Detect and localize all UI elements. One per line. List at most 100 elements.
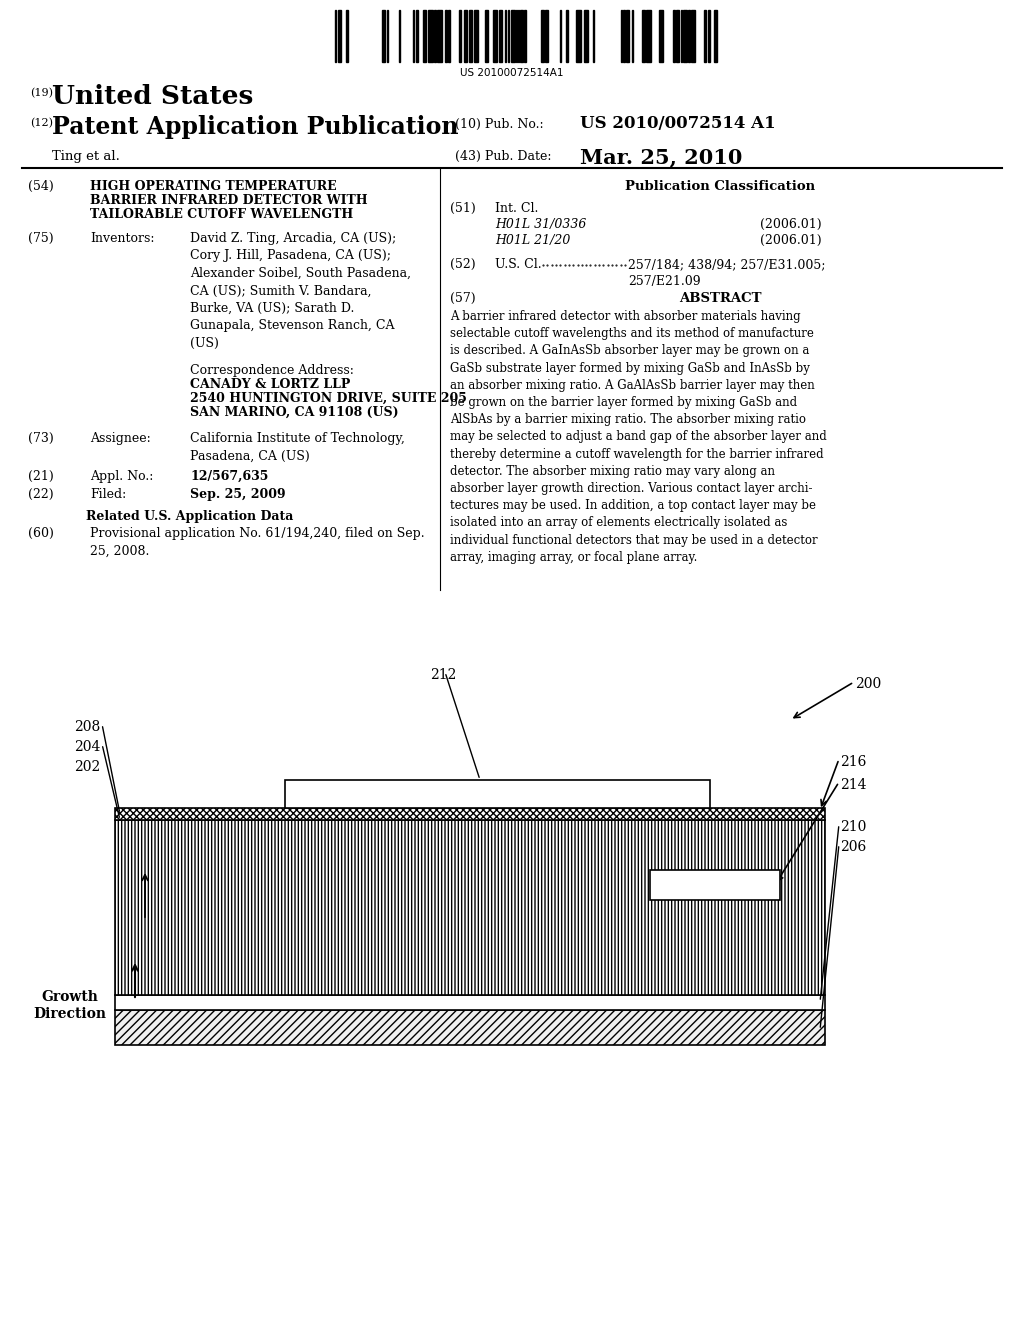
Text: (10) Pub. No.:: (10) Pub. No.: xyxy=(455,117,544,131)
Text: United States: United States xyxy=(52,84,253,110)
Text: 257/184; 438/94; 257/E31.005;
257/E21.09: 257/184; 438/94; 257/E31.005; 257/E21.09 xyxy=(628,257,825,289)
Bar xyxy=(708,11,710,62)
Text: (12): (12) xyxy=(30,117,53,128)
Bar xyxy=(566,11,568,62)
Text: Correspondence Address:: Correspondence Address: xyxy=(190,364,354,378)
Bar xyxy=(416,11,418,62)
Text: H01L 21/20: H01L 21/20 xyxy=(495,234,570,247)
Text: SAN MARINO, CA 91108 (US): SAN MARINO, CA 91108 (US) xyxy=(190,407,398,418)
Bar xyxy=(511,11,515,62)
Text: Related U.S. Application Data: Related U.S. Application Data xyxy=(86,510,294,523)
Text: ABSTRACT: ABSTRACT xyxy=(679,292,761,305)
Text: (51): (51) xyxy=(450,202,476,215)
Bar xyxy=(691,11,695,62)
Bar xyxy=(623,11,625,62)
Bar xyxy=(115,820,825,995)
Text: Provisional application No. 61/194,240, filed on Sep.
25, 2008.: Provisional application No. 61/194,240, … xyxy=(90,527,425,557)
Text: (54): (54) xyxy=(28,180,53,193)
Bar xyxy=(524,11,526,62)
Bar xyxy=(541,11,544,62)
Text: (2006.01): (2006.01) xyxy=(760,218,821,231)
Text: (52): (52) xyxy=(450,257,475,271)
Text: 204: 204 xyxy=(74,741,100,754)
Bar xyxy=(626,11,629,62)
Bar xyxy=(485,11,488,62)
Text: BARRIER INFRARED DETECTOR WITH: BARRIER INFRARED DETECTOR WITH xyxy=(90,194,368,207)
Text: A barrier infrared detector with absorber materials having
selectable cutoff wav: A barrier infrared detector with absorbe… xyxy=(450,310,826,564)
Bar xyxy=(428,11,433,62)
Bar xyxy=(382,11,385,62)
Text: HIGH OPERATING TEMPERATURE: HIGH OPERATING TEMPERATURE xyxy=(90,180,337,193)
Bar xyxy=(434,11,436,62)
Bar xyxy=(445,11,447,62)
Text: H01L 31/0336: H01L 31/0336 xyxy=(495,218,587,231)
Text: (21): (21) xyxy=(28,470,53,483)
Bar xyxy=(545,11,548,62)
Text: Assignee:: Assignee: xyxy=(90,432,151,445)
Text: (73): (73) xyxy=(28,432,53,445)
Text: US 2010/0072514 A1: US 2010/0072514 A1 xyxy=(580,115,775,132)
Text: Filed:: Filed: xyxy=(90,488,126,502)
Bar xyxy=(499,11,502,62)
Text: David Z. Ting, Arcadia, CA (US);
Cory J. Hill, Pasadena, CA (US);
Alexander Soib: David Z. Ting, Arcadia, CA (US); Cory J.… xyxy=(190,232,411,350)
Text: Publication Classification: Publication Classification xyxy=(625,180,815,193)
Text: (57): (57) xyxy=(450,292,475,305)
Text: Appl. No.:: Appl. No.: xyxy=(90,470,154,483)
Text: 12/567,635: 12/567,635 xyxy=(190,470,268,483)
Bar xyxy=(683,11,687,62)
Bar xyxy=(676,11,679,62)
Text: Int. Cl.: Int. Cl. xyxy=(495,202,539,215)
Text: US 20100072514A1: US 20100072514A1 xyxy=(460,69,564,78)
Text: (60): (60) xyxy=(28,527,54,540)
Text: California Institute of Technology,
Pasadena, CA (US): California Institute of Technology, Pasa… xyxy=(190,432,404,462)
Bar xyxy=(437,11,442,62)
Bar xyxy=(423,11,426,62)
Text: Ting et al.: Ting et al. xyxy=(52,150,120,162)
Bar xyxy=(459,11,461,62)
Bar xyxy=(469,11,472,62)
Bar xyxy=(714,11,717,62)
Text: 216: 216 xyxy=(840,755,866,770)
Bar xyxy=(646,11,651,62)
Text: 2540 HUNTINGTON DRIVE, SUITE 205: 2540 HUNTINGTON DRIVE, SUITE 205 xyxy=(190,392,467,405)
Bar xyxy=(520,11,523,62)
Bar xyxy=(688,11,690,62)
Text: (22): (22) xyxy=(28,488,53,502)
Text: 202: 202 xyxy=(74,760,100,774)
Bar xyxy=(650,870,780,900)
Text: 208: 208 xyxy=(74,719,100,734)
Text: Direction: Direction xyxy=(34,1007,106,1020)
Text: 210: 210 xyxy=(840,820,866,834)
Text: 206: 206 xyxy=(840,840,866,854)
Bar xyxy=(346,11,348,62)
Text: Mar. 25, 2010: Mar. 25, 2010 xyxy=(580,147,742,168)
Text: Patent Application Publication: Patent Application Publication xyxy=(52,115,459,139)
Text: 214: 214 xyxy=(840,777,866,792)
Bar xyxy=(705,11,706,62)
Bar xyxy=(584,11,588,62)
Bar xyxy=(575,11,581,62)
Text: Inventors:: Inventors: xyxy=(90,232,155,246)
Text: (19): (19) xyxy=(30,88,53,98)
Text: Sep. 25, 2009: Sep. 25, 2009 xyxy=(190,488,286,502)
Text: U.S. Cl.: U.S. Cl. xyxy=(495,257,542,271)
Text: (75): (75) xyxy=(28,232,53,246)
Bar xyxy=(642,11,645,62)
Bar xyxy=(115,995,825,1010)
Text: Growth: Growth xyxy=(42,990,98,1005)
Text: (2006.01): (2006.01) xyxy=(760,234,821,247)
Text: 200: 200 xyxy=(855,677,882,690)
Bar xyxy=(659,11,663,62)
Text: TAILORABLE CUTOFF WAVELENGTH: TAILORABLE CUTOFF WAVELENGTH xyxy=(90,209,353,220)
Bar xyxy=(673,11,675,62)
Text: (43) Pub. Date:: (43) Pub. Date: xyxy=(455,150,552,162)
Bar xyxy=(115,808,825,820)
Text: CANADY & LORTZ LLP: CANADY & LORTZ LLP xyxy=(190,378,350,391)
Bar xyxy=(449,11,450,62)
Bar xyxy=(474,11,478,62)
Bar xyxy=(493,11,497,62)
Bar xyxy=(464,11,467,62)
Bar xyxy=(338,11,341,62)
Bar xyxy=(285,780,710,808)
Bar xyxy=(115,1010,825,1045)
